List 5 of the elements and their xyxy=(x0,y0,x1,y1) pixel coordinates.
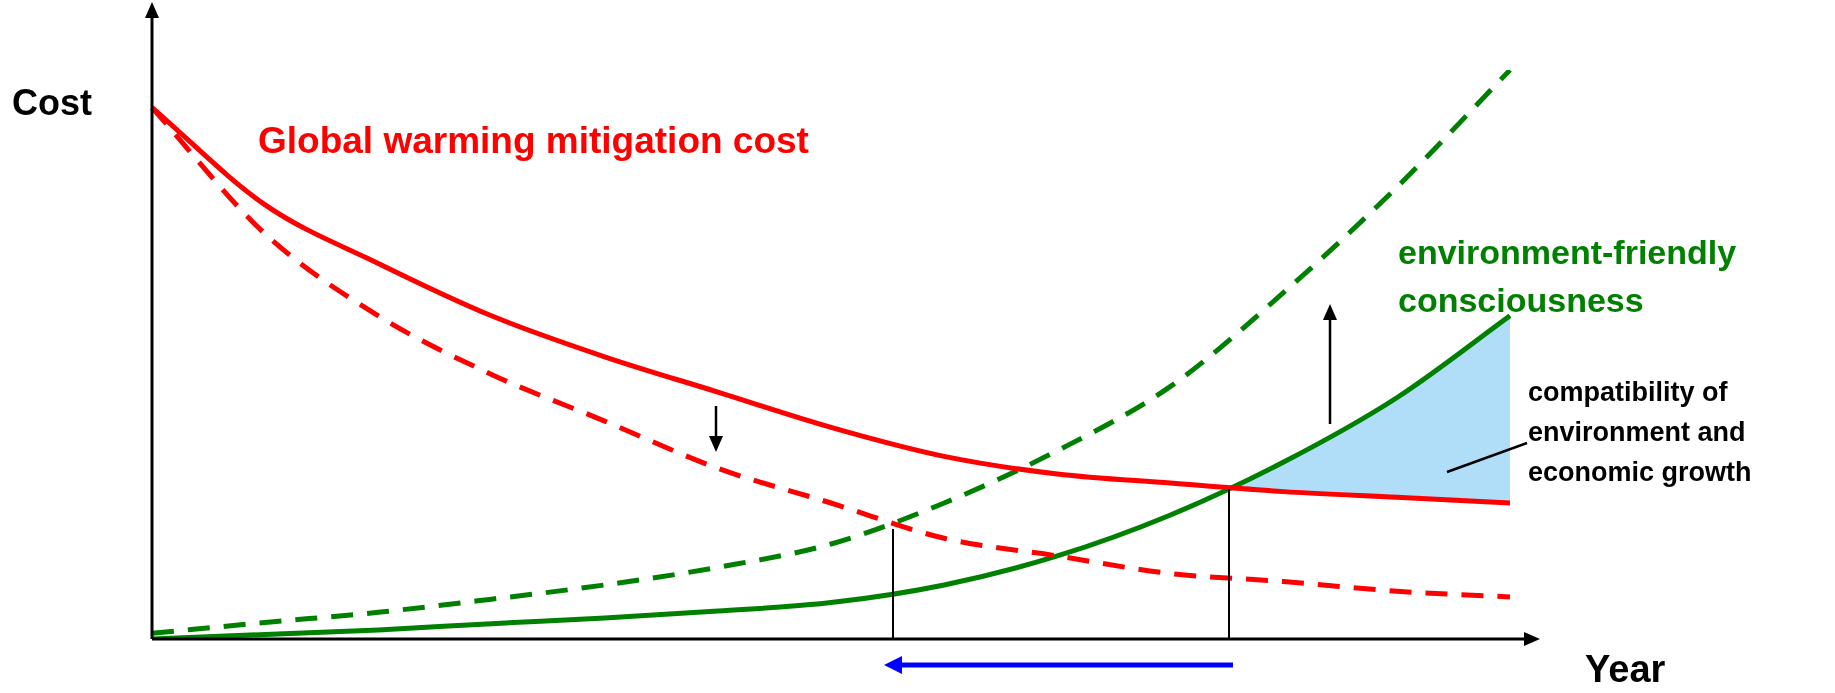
annotation: compatibility of environment and economic growth xyxy=(1528,376,1753,489)
series-label: environment-friendly consciousness xyxy=(1398,232,1738,321)
series-label: Global warming mitigation cost xyxy=(258,120,809,162)
y-axis-title: Cost xyxy=(12,82,92,124)
x-axis-title: Year xyxy=(1585,648,1666,691)
